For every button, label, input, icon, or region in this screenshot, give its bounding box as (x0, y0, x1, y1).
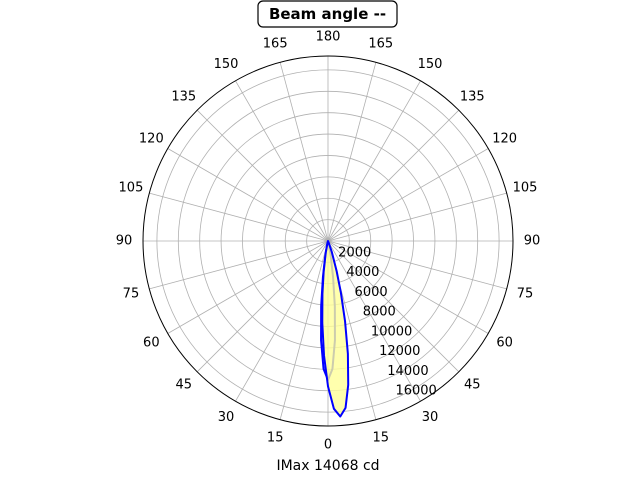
radial-tick-label: 4000 (346, 265, 379, 280)
grid-spoke (327, 240, 421, 402)
radial-tick-label: 16000 (395, 384, 436, 399)
grid-spoke (167, 148, 329, 242)
grid-spoke (235, 80, 329, 242)
grid-spoke (327, 240, 489, 334)
angle-tick-label: 45 (175, 378, 192, 393)
angle-tick-label: 15 (267, 431, 284, 446)
radial-tick-label: 8000 (363, 305, 396, 320)
angle-tick-label: 0 (324, 438, 332, 453)
radial-tick-label: 14000 (387, 364, 428, 379)
grid-spoke (327, 192, 507, 242)
radial-tick-label: 2000 (338, 245, 371, 260)
grid-spoke (327, 148, 489, 242)
angle-tick-label: 120 (492, 132, 517, 147)
radial-tick-label: 6000 (355, 285, 388, 300)
angle-tick-label: 180 (316, 30, 341, 45)
angle-tick-label: 165 (263, 36, 288, 51)
polar-frame (142, 55, 514, 427)
angle-tick-label: 90 (524, 234, 541, 249)
grid-spoke (327, 240, 460, 373)
angle-tick-label: 150 (418, 57, 443, 72)
angle-tick-label: 150 (214, 57, 239, 72)
grid-spoke (279, 62, 329, 242)
chart-title: Beam angle -- (269, 5, 386, 23)
grid-spoke (327, 80, 421, 242)
angle-tick-label: 75 (123, 286, 140, 301)
title-box (257, 0, 398, 28)
x-axis-label: IMax 14068 cd (276, 458, 379, 474)
grid-spoke (196, 109, 329, 242)
angle-tick-label: 135 (171, 89, 196, 104)
angle-tick-label: 30 (422, 410, 439, 425)
angle-tick-label: 105 (119, 181, 144, 196)
radial-tick-label: 12000 (379, 344, 420, 359)
grid-spoke (196, 240, 329, 373)
grid-spoke (167, 240, 329, 334)
angle-tick-label: 15 (373, 431, 390, 446)
radial-tick-label: 10000 (371, 324, 412, 339)
series-line (321, 241, 350, 418)
angle-tick-label: 60 (143, 336, 160, 351)
angle-tick-label: 45 (464, 378, 481, 393)
angle-tick-label: 135 (460, 89, 485, 104)
angle-tick-label: 30 (218, 410, 235, 425)
angle-tick-label: 75 (517, 286, 534, 301)
grid-spoke (149, 240, 329, 290)
grid-spoke (327, 109, 460, 242)
angle-tick-label: 105 (513, 181, 538, 196)
grid-spoke (235, 240, 329, 402)
angle-tick-label: 165 (368, 36, 393, 51)
angle-tick-label: 60 (496, 336, 513, 351)
plot: 0 15 30 45 60 75 90 105 120 135 150 165 180 15 30 45 60 7… (116, 30, 541, 453)
grid-spoke (279, 240, 329, 420)
grid-spoke (149, 192, 329, 242)
angle-tick-label: 90 (116, 234, 133, 249)
grid-spoke (327, 62, 377, 242)
grid-spoke (327, 240, 507, 290)
angle-tick-label: 120 (139, 132, 164, 147)
